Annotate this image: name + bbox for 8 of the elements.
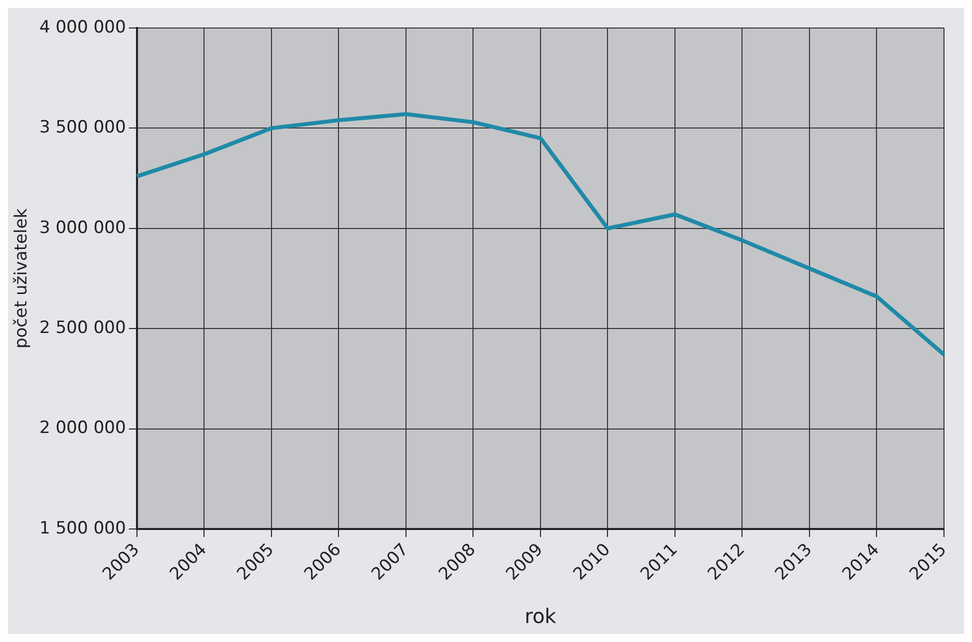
x-axis-title: rok: [524, 604, 557, 628]
y-tick-label: 2 500 000: [39, 318, 126, 338]
y-tick-label: 3 500 000: [39, 118, 126, 138]
y-tick-label: 1 500 000: [39, 518, 126, 538]
y-tick-label: 2 000 000: [39, 418, 126, 438]
y-tick-label: 3 000 000: [39, 218, 126, 238]
y-tick-label: 4 000 000: [39, 17, 126, 38]
y-axis-title: počet uživatelek: [12, 208, 32, 349]
